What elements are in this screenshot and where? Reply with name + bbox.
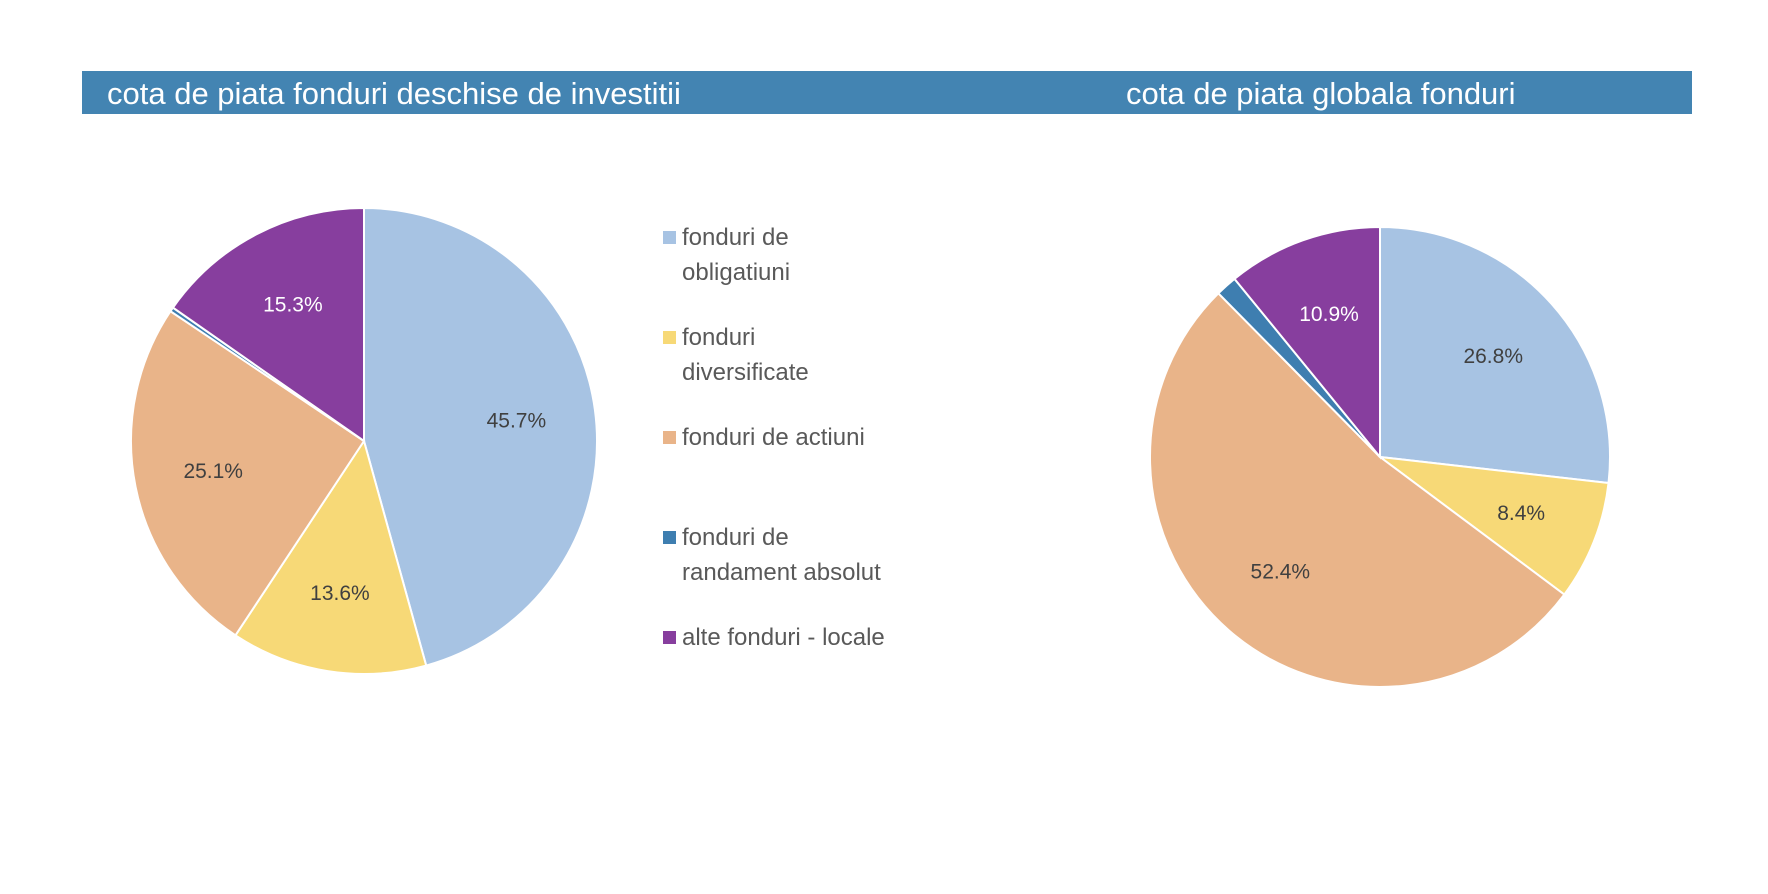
legend-swatch-obligatiuni bbox=[663, 231, 676, 244]
legend-label-alte-fonduri: alte fonduri - locale bbox=[682, 624, 885, 651]
legend-swatch-randament-absolut bbox=[663, 531, 676, 544]
legend-label-obligatiuni: fonduri de obligatiuni bbox=[682, 224, 791, 286]
pie-chart-1: 45.7% 13.6% 25.1% 15.3% bbox=[130, 206, 599, 675]
header-bar bbox=[82, 71, 1692, 114]
legend-swatch-actiuni bbox=[663, 431, 676, 444]
pie-slice-fonduri-diversificate bbox=[234, 438, 428, 675]
pie-chart-2: 26.8% 8.4% 52.4% 10.9% bbox=[1149, 225, 1611, 688]
legend-swatch-diversificate bbox=[663, 331, 676, 344]
pie-slice-fonduri-diversificate bbox=[1376, 455, 1610, 596]
pie-data-label: 52.4% bbox=[1251, 560, 1311, 583]
pie-data-label: 13.6% bbox=[310, 582, 370, 605]
pie-slice-fonduri-de-obligatiuni bbox=[363, 206, 599, 667]
pie-data-label: 25.1% bbox=[183, 460, 243, 483]
pie-data-label: 45.7% bbox=[487, 409, 547, 432]
legend-label-randament-absolut: fonduri de randament absolut bbox=[682, 524, 881, 586]
pie-slice-fonduri-de-obligatiuni bbox=[1379, 225, 1611, 485]
legend-label-actiuni: fonduri de actiuni bbox=[682, 424, 865, 451]
pie-data-label: 26.8% bbox=[1463, 345, 1523, 368]
left-chart-title: cota de piata fonduri deschise de invest… bbox=[107, 76, 681, 111]
pie-slice-alte-fonduri-locale bbox=[171, 206, 365, 443]
pie-slice-alte-fonduri-locale bbox=[1233, 225, 1381, 460]
pie-slice-fonduri-de-actiuni bbox=[130, 309, 366, 637]
pie-data-label: 8.4% bbox=[1497, 502, 1545, 525]
legend-label-diversificate: fonduri diversificate bbox=[682, 324, 809, 386]
pie-slice-fonduri-de-actiuni bbox=[1149, 291, 1566, 688]
pie-data-label: 15.3% bbox=[263, 294, 323, 317]
right-chart-title: cota de piata globala fonduri bbox=[1126, 76, 1516, 111]
legend-swatch-alte-fonduri bbox=[663, 631, 676, 644]
pie-data-label: 10.9% bbox=[1299, 303, 1359, 326]
